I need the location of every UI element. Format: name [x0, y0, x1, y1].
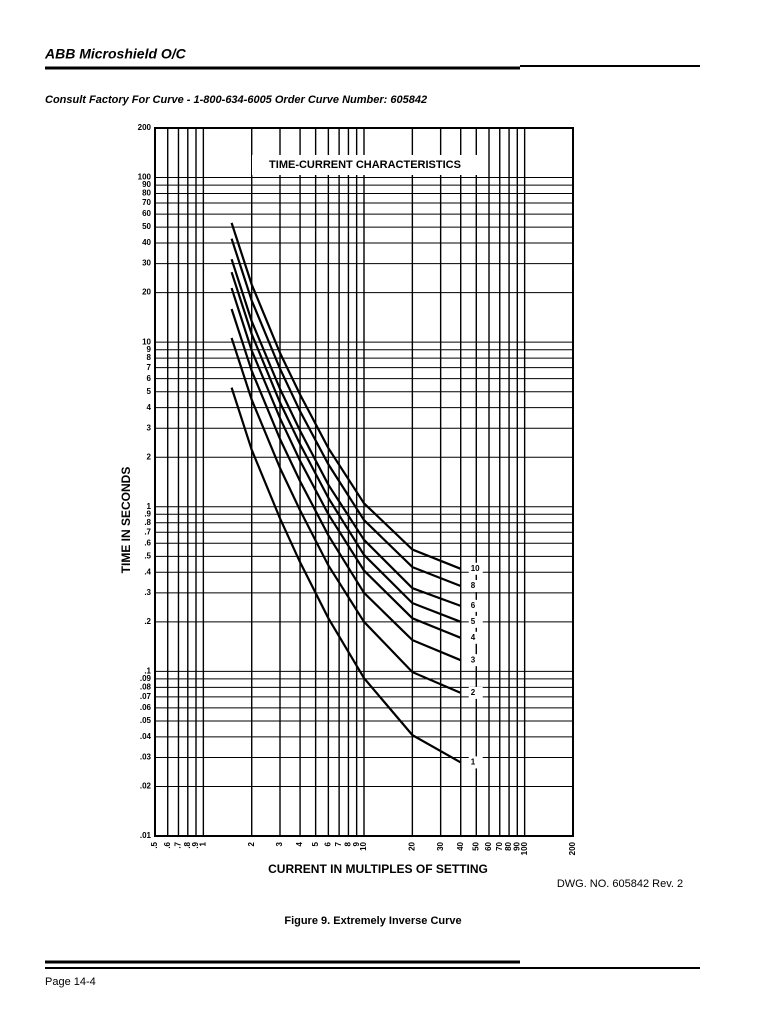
y-tick-label: 30 — [142, 259, 151, 268]
y-tick-label: .08 — [140, 682, 152, 691]
x-tick-label: 60 — [484, 841, 493, 850]
curve-label-bg — [468, 756, 483, 769]
x-tick-label: 3 — [275, 841, 284, 846]
y-tick-label: 20 — [142, 288, 151, 297]
y-tick-label: 40 — [142, 238, 151, 247]
x-tick-label: 2 — [247, 841, 256, 846]
y-tick-label: 6 — [147, 374, 152, 383]
y-tick-label: 60 — [142, 209, 151, 218]
x-tick-label: 8 — [344, 841, 353, 846]
x-tick-label: 50 — [471, 841, 480, 850]
y-tick-label: 90 — [142, 180, 151, 189]
x-tick-label: 4 — [295, 841, 304, 846]
curve — [230, 258, 462, 607]
y-tick-label: .04 — [140, 732, 152, 741]
x-tick-label: 1 — [198, 841, 207, 846]
curve-label-bg — [468, 599, 483, 612]
curve-label: 6 — [471, 601, 476, 610]
y-tick-label: 50 — [142, 222, 151, 231]
y-axis-label: TIME IN SECONDS — [119, 467, 133, 574]
x-tick-label: 5 — [311, 841, 320, 846]
y-tick-label: 4 — [147, 403, 152, 412]
curve-label: 10 — [471, 564, 480, 573]
x-tick-label: 20 — [407, 841, 416, 850]
curve — [230, 238, 462, 588]
curve-label: 8 — [471, 581, 476, 590]
x-tick-label: 100 — [520, 841, 529, 855]
header-title: ABB Microshield O/C — [44, 46, 187, 62]
x-tick-label: 90 — [512, 841, 521, 850]
curve — [230, 222, 462, 570]
y-tick-label: .3 — [144, 588, 151, 597]
y-tick-label: .05 — [140, 716, 152, 725]
page-number: Page 14-4 — [45, 976, 96, 988]
x-tick-label: .8 — [183, 841, 192, 848]
curve — [230, 287, 462, 639]
y-tick-label: 3 — [147, 423, 152, 432]
curve-label-bg — [468, 615, 483, 628]
curve — [230, 271, 462, 623]
x-tick-label: 6 — [323, 841, 332, 846]
y-tick-label: .09 — [140, 674, 152, 683]
y-tick-label: 7 — [147, 363, 152, 372]
y-tick-label: .07 — [140, 692, 152, 701]
y-tick-label: .8 — [144, 518, 151, 527]
y-tick-label: 2 — [147, 452, 152, 461]
x-tick-label: .6 — [163, 841, 172, 848]
y-tick-label: .5 — [144, 551, 151, 560]
y-tick-label: 1 — [147, 502, 152, 511]
subtitle: Consult Factory For Curve - 1-800-634-60… — [45, 94, 427, 106]
curve-label-bg — [468, 562, 483, 575]
chart: .01 .02 .03 .04 .05 .06 .07.08.09.1 .2 .3 .4 .5 .6.… — [119, 123, 577, 876]
y-tick-label: 80 — [142, 189, 151, 198]
x-tick-label: 9 — [352, 841, 361, 846]
y-tick-label: .9 — [144, 509, 151, 518]
x-tick-label: 30 — [436, 841, 445, 850]
curve-label-bg — [468, 654, 483, 667]
drawing-number: DWG. NO. 605842 Rev. 2 — [557, 878, 683, 890]
curve-label: 4 — [471, 633, 476, 642]
y-tick-label: .03 — [140, 753, 152, 762]
x-tick-label: 40 — [456, 841, 465, 850]
x-axis-label: CURRENT IN MULTIPLES OF SETTING — [268, 862, 488, 876]
figure-caption: Figure 9. Extremely Inverse Curve — [284, 915, 461, 927]
y-tick-label: 70 — [142, 198, 151, 207]
y-tick-label: 9 — [147, 345, 152, 354]
y-tick-label: .6 — [144, 538, 151, 547]
curve-label: 3 — [471, 655, 476, 664]
curve-label-bg — [468, 686, 483, 699]
plot-frame — [154, 127, 574, 837]
title-box — [252, 155, 478, 175]
y-tick-label: .7 — [144, 527, 151, 536]
curve-label-bg — [468, 631, 483, 644]
x-tick-label: 80 — [504, 841, 513, 850]
x-tick-label: .7 — [174, 841, 183, 848]
y-tick-label: 5 — [147, 387, 152, 396]
x-tick-label: 70 — [495, 841, 504, 850]
x-tick-label: 10 — [359, 841, 368, 850]
curve-label-bg — [468, 580, 483, 593]
curve — [230, 308, 462, 662]
y-tick-label: .2 — [144, 617, 151, 626]
curve — [230, 387, 462, 764]
x-tick-label: 200 — [568, 841, 577, 855]
y-tick-label: .4 — [144, 567, 151, 576]
y-tick-label: 200 — [138, 123, 152, 132]
y-tick-label: 100 — [138, 173, 152, 182]
y-tick-label: 8 — [147, 353, 152, 362]
x-tick-label: 7 — [334, 841, 343, 846]
y-tick-label: .02 — [140, 782, 152, 791]
curve-label: 1 — [471, 758, 476, 767]
y-tick-label: .1 — [144, 666, 151, 675]
curve — [230, 337, 462, 694]
x-tick-label: .9 — [191, 841, 200, 848]
y-tick-label: 10 — [142, 337, 151, 346]
y-tick-label: .06 — [140, 703, 152, 712]
chart-title: TIME-CURRENT CHARACTERISTICS — [269, 159, 461, 171]
y-tick-label: .01 — [140, 831, 152, 840]
curve-label: 2 — [471, 688, 476, 697]
curve-label: 5 — [471, 617, 476, 626]
x-tick-label: .5 — [150, 841, 159, 848]
